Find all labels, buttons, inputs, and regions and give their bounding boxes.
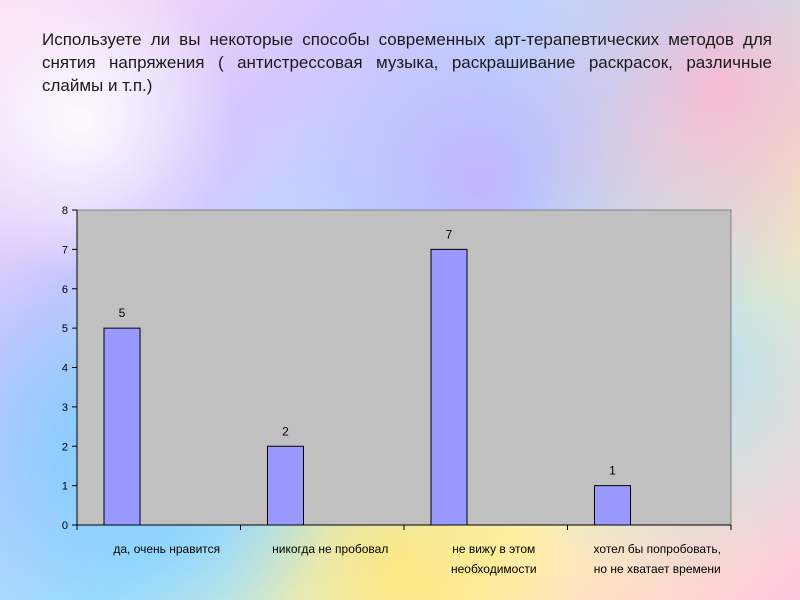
x-category-label: никогда не пробовал	[272, 542, 388, 556]
y-axis: 0 1 2 3 4 5 6 7 8	[62, 205, 78, 532]
y-tick-label: 6	[62, 284, 68, 296]
y-tick-label: 0	[62, 520, 68, 532]
bar	[103, 327, 141, 526]
bar	[430, 248, 468, 526]
y-tick-label: 3	[62, 402, 68, 414]
y-tick-label: 8	[62, 205, 68, 217]
slide-title: Используете ли вы некоторые способы совр…	[42, 30, 772, 95]
bar-value-label: 7	[446, 227, 453, 241]
y-tick-label: 2	[62, 441, 68, 453]
bar	[267, 445, 304, 526]
bar-value-label: 1	[609, 464, 616, 478]
y-tick-label: 1	[62, 481, 68, 493]
bar	[594, 485, 631, 526]
y-tick-label: 5	[62, 323, 68, 335]
bars: 5 2 7 1	[103, 227, 631, 526]
bar-value-label: 2	[282, 424, 289, 438]
x-category-label: да, очень нравится	[113, 542, 220, 556]
y-tick-label: 7	[62, 244, 68, 256]
bar-value-label: 5	[119, 306, 126, 320]
x-category-label: не вижу в этом необходимости	[451, 542, 537, 576]
y-tick-label: 4	[62, 363, 68, 375]
x-axis: да, очень нравится никогда не пробовал не …	[76, 524, 732, 576]
x-category-label: хотел бы попробовать, но не хватает време…	[594, 542, 721, 576]
plot-area	[76, 209, 732, 526]
